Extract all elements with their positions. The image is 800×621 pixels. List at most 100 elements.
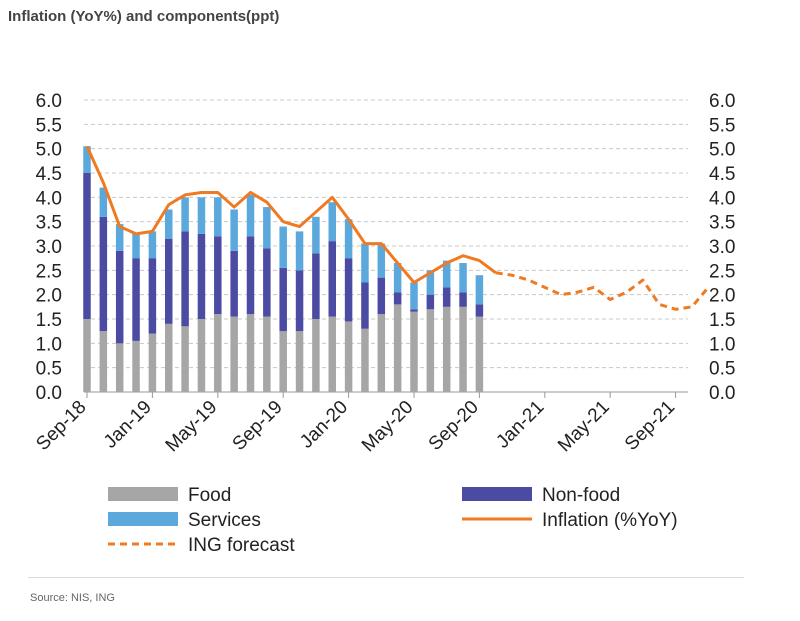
- right-tick-label: 6.0: [709, 91, 735, 112]
- legend-label: Inflation (%YoY): [542, 510, 678, 531]
- bar-food: [148, 333, 157, 392]
- bar-services: [214, 197, 222, 237]
- bar-services: [459, 263, 467, 293]
- bar-food: [83, 319, 91, 392]
- bar-non-food: [295, 270, 304, 332]
- bar-services: [344, 219, 353, 259]
- bar-food: [312, 319, 320, 392]
- legend-label: Non-food: [542, 485, 620, 506]
- bar-food: [410, 311, 418, 392]
- bar-non-food: [344, 258, 353, 322]
- right-tick-label: 3.5: [709, 213, 735, 234]
- x-tick-label: Jan-21: [492, 397, 548, 453]
- right-tick-label: 4.5: [709, 164, 735, 185]
- lines: [85, 145, 710, 311]
- bar-non-food: [197, 233, 206, 319]
- bar-food: [377, 314, 386, 392]
- legend-label: Services: [188, 510, 261, 531]
- bar-food: [197, 319, 206, 392]
- right-tick-label: 5.5: [709, 115, 735, 136]
- bar-services: [475, 275, 484, 305]
- x-tick-label: Sep-18: [32, 397, 90, 455]
- bars: [83, 146, 484, 392]
- bar-food: [475, 316, 484, 392]
- right-y-axis: 0.0 0.5 1.0 1.5 2.0 2.5 3.0 3.5 4.0 4.5 5.0 5.5 6.0: [709, 91, 735, 404]
- bar-services: [132, 233, 140, 259]
- legend-item: Inflation (%YoY): [462, 510, 678, 531]
- bar-services: [197, 197, 206, 234]
- right-tick-label: 1.5: [709, 310, 735, 331]
- left-tick-label: 3.0: [36, 237, 62, 258]
- bar-services: [83, 146, 91, 173]
- bar-services: [279, 226, 287, 268]
- bar-services: [328, 202, 336, 242]
- bar-non-food: [214, 236, 222, 315]
- bar-services: [165, 209, 173, 239]
- left-tick-label: 4.5: [36, 164, 62, 185]
- legend-item: Food: [108, 485, 231, 506]
- bar-services: [393, 263, 402, 293]
- x-tick-label: Jan-20: [296, 397, 352, 453]
- bar-non-food: [377, 277, 386, 315]
- bar-food: [263, 316, 271, 392]
- right-tick-label: 2.0: [709, 286, 735, 307]
- x-tick-label: Sep-19: [229, 397, 287, 455]
- bar-food: [459, 306, 467, 392]
- bar-non-food: [230, 250, 238, 317]
- bar-non-food: [148, 258, 157, 334]
- bar-non-food: [459, 292, 467, 307]
- bar-food: [165, 323, 173, 392]
- left-tick-label: 0.0: [36, 383, 62, 404]
- bar-services: [295, 231, 304, 271]
- bar-non-food: [410, 309, 418, 312]
- legend-swatch: [108, 487, 178, 501]
- forecast-line: [495, 271, 710, 311]
- bar-services: [230, 209, 238, 251]
- bar-services: [115, 224, 124, 251]
- x-tick-label: May-20: [358, 397, 418, 457]
- bar-non-food: [99, 216, 108, 332]
- bar-non-food: [312, 253, 320, 319]
- bar-non-food: [328, 241, 336, 317]
- bar-food: [181, 326, 189, 392]
- left-tick-label: 1.0: [36, 334, 62, 355]
- bar-services: [312, 216, 320, 254]
- bar-food: [295, 331, 304, 392]
- bar-food: [115, 343, 124, 392]
- source-note: Source: NIS, ING: [30, 592, 115, 604]
- footer-divider: [28, 577, 744, 578]
- bar-non-food: [426, 294, 435, 310]
- right-tick-label: 4.0: [709, 188, 735, 209]
- bar-services: [148, 231, 157, 259]
- x-tick-label: Jan-19: [100, 397, 156, 453]
- legend-swatch: [462, 487, 532, 501]
- bar-services: [246, 194, 255, 237]
- bar-services: [377, 243, 386, 278]
- bar-food: [442, 306, 451, 392]
- left-tick-label: 4.0: [36, 188, 62, 209]
- bar-services: [99, 187, 108, 217]
- bar-non-food: [132, 258, 140, 341]
- bar-food: [361, 328, 369, 392]
- left-tick-label: 5.5: [36, 115, 62, 136]
- right-tick-label: 1.0: [709, 334, 735, 355]
- bar-food: [393, 304, 402, 392]
- legend-label: Food: [188, 485, 231, 506]
- left-tick-label: 6.0: [36, 91, 62, 112]
- bar-non-food: [279, 267, 287, 332]
- left-tick-label: 5.0: [36, 140, 62, 161]
- x-axis: Sep-18 Jan-19 May-19 Sep-19 Jan-20 May-20 Sep-…: [32, 392, 679, 456]
- left-tick-label: 0.5: [36, 359, 62, 380]
- bar-food: [214, 314, 222, 392]
- bar-food: [230, 316, 238, 392]
- left-y-axis: 0.0 0.5 1.0 1.5 2.0 2.5 3.0 3.5 4.0 4.5 5.0 5.5 6.0: [36, 91, 62, 404]
- right-tick-label: 0.0: [709, 383, 735, 404]
- bar-services: [410, 282, 418, 310]
- bar-food: [132, 340, 140, 392]
- bar-services: [181, 197, 189, 232]
- bar-non-food: [246, 236, 255, 315]
- x-tick-label: Sep-21: [621, 397, 679, 455]
- right-tick-label: 3.0: [709, 237, 735, 258]
- legend-label: ING forecast: [188, 535, 295, 556]
